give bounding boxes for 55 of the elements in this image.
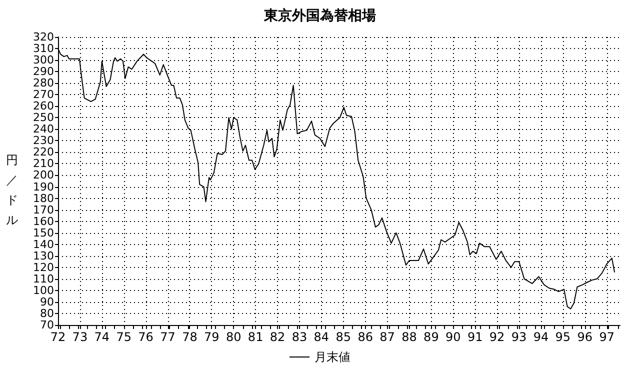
x-tick-label: 97: [599, 330, 614, 344]
y-tick-label: 320: [33, 30, 54, 44]
y-tick-label: 110: [33, 272, 54, 286]
y-tick-label: 150: [33, 226, 54, 240]
y-tick-label: 100: [33, 284, 54, 297]
y-tick-label: 90: [40, 295, 54, 308]
x-tick-label: 83: [292, 330, 308, 344]
x-tick-label: 75: [116, 330, 132, 344]
x-tick-label: 79: [204, 330, 220, 344]
y-tick-label: 230: [33, 134, 54, 148]
y-tick-label: 130: [33, 249, 54, 262]
x-tick-label: 77: [160, 330, 176, 344]
y-tick-label: 240: [33, 122, 54, 136]
x-tick-label: 95: [555, 330, 571, 344]
x-tick-label: 82: [270, 330, 286, 344]
y-tick-label: 160: [33, 214, 54, 228]
y-tick-label: 290: [33, 65, 54, 78]
x-tick-label: 78: [182, 330, 198, 344]
x-tick-label: 73: [72, 330, 88, 344]
chart-title: 東京外国為替相場: [263, 7, 376, 24]
y-tick-label: 140: [33, 238, 54, 251]
y-tick-label: 80: [40, 306, 54, 320]
x-tick-label: 80: [226, 330, 242, 344]
x-tick-label: 88: [402, 330, 417, 344]
x-tick-label: 76: [138, 330, 154, 344]
x-tick-label: 74: [94, 330, 110, 344]
y-tick-label: 270: [33, 88, 54, 102]
x-tick-label: 92: [489, 330, 505, 344]
y-tick-label: 300: [33, 54, 54, 67]
x-tick-label: 94: [533, 330, 549, 344]
x-tick-label: 89: [424, 330, 439, 344]
y-tick-label: 280: [33, 76, 54, 90]
y-axis-title: 円／ドル: [6, 153, 18, 227]
legend-label: 月末値: [314, 350, 350, 364]
y-tick-label: 260: [33, 100, 54, 113]
y-tick-label: 250: [33, 111, 54, 124]
y-tick-label: 210: [33, 157, 54, 170]
x-tick-label: 91: [467, 330, 483, 344]
x-tick-label: 96: [577, 330, 593, 344]
y-tick-label: 70: [40, 318, 54, 332]
x-tick-label: 81: [248, 330, 264, 344]
x-tick-label: 84: [314, 330, 330, 344]
x-tick-label: 87: [380, 330, 395, 344]
x-tick-label: 85: [336, 330, 352, 344]
y-tick-label: 220: [33, 146, 54, 159]
y-tick-label: 200: [33, 168, 54, 182]
y-tick-label: 310: [33, 42, 54, 56]
x-tick-label: 90: [446, 330, 461, 344]
x-tick-label: 72: [50, 330, 66, 344]
y-tick-label: 120: [33, 260, 54, 274]
y-tick-label: 190: [33, 180, 54, 194]
y-tick-label: 170: [33, 203, 54, 216]
y-tick-label: 180: [33, 192, 54, 205]
x-tick-label: 86: [358, 330, 373, 344]
x-tick-label: 93: [511, 330, 527, 344]
